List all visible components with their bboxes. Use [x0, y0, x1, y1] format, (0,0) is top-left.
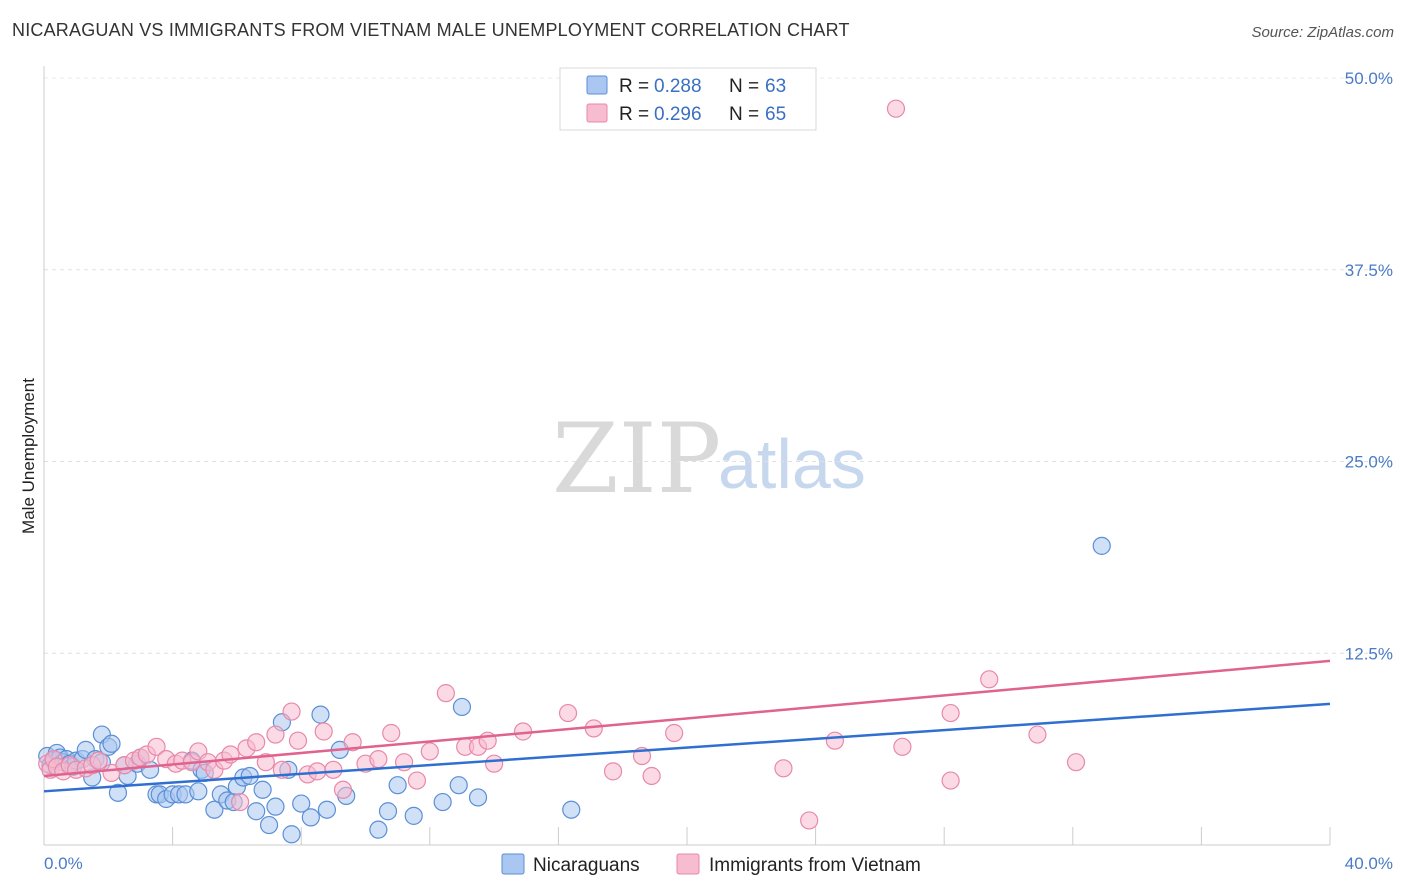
axes: [43, 66, 1331, 846]
y-tick-labels: 12.5% 25.0% 37.5% 50.0%: [1345, 69, 1393, 663]
vietnam-point-29: [266, 725, 285, 744]
vietnam-point-36: [324, 760, 343, 779]
bottom-legend-label-nicaraguans: Nicaraguans: [533, 855, 640, 876]
series-legend: Nicaraguans Immigrants from Vietnam: [501, 853, 921, 876]
x-tick-label-max: 40.0%: [1345, 854, 1393, 873]
vietnam-point-63: [941, 703, 960, 723]
nicaraguans-point-31: [189, 782, 208, 801]
legend-n-label-blue: N =: [729, 76, 759, 97]
vietnam-point-49: [485, 754, 504, 773]
nicaraguans-point-62: [562, 800, 581, 819]
correlation-legend: R = 0.288 N = 63 R = 0.296 N = 65: [559, 67, 817, 131]
vietnam-point-9: [89, 751, 108, 770]
vietnam-point-65: [1028, 725, 1047, 744]
vietnam-point-62: [941, 771, 960, 790]
vietnam-point-64: [980, 670, 999, 689]
nicaraguans-point-58: [433, 792, 452, 812]
watermark: ZIP atlas: [552, 403, 866, 515]
vietnam-point-43: [407, 771, 427, 790]
chart-source: Source: ZipAtlas.com: [1251, 24, 1394, 41]
nicaraguans-point-34: [205, 800, 224, 819]
gridlines: [44, 77, 1395, 654]
nicaraguans-point-44: [266, 797, 285, 816]
nicaraguans-point-41: [247, 802, 266, 821]
trend-lines: [43, 659, 1331, 793]
vietnam-point-40: [369, 749, 388, 769]
bottom-legend-swatch-pink: [676, 853, 700, 875]
watermark-zip: ZIP: [552, 403, 721, 515]
vietnam-trend-line: [43, 659, 1331, 778]
legend-r-value-blue: 0.288: [654, 76, 702, 97]
vietnam-point-51: [558, 703, 578, 723]
y-tick-label-1: 25.0%: [1345, 453, 1393, 472]
vietnam-point-58: [800, 811, 819, 830]
nicaraguans-point-50: [311, 705, 330, 724]
y-tick-label-0: 12.5%: [1345, 644, 1393, 663]
vietnam-point-31: [282, 702, 301, 721]
legend-n-value-blue: 63: [765, 76, 786, 97]
legend-r-label-pink: R =: [619, 104, 649, 125]
nicaraguans-point-51: [317, 800, 337, 819]
vietnam-point-38: [343, 733, 362, 752]
y-axis-title: Male Unemployment: [19, 378, 38, 534]
y-tick-label-2: 37.5%: [1345, 261, 1393, 280]
legend-swatch-pink: [586, 103, 608, 123]
series-nicaraguans-points: [38, 536, 1111, 844]
nicaraguans-point-59: [449, 776, 468, 795]
legend-swatch-blue: [586, 75, 608, 95]
legend-r-value-pink: 0.296: [654, 104, 702, 125]
nicaraguans-point-49: [301, 808, 320, 827]
nicaraguans-point-43: [259, 815, 279, 835]
nicaraguans-point-60: [452, 697, 472, 717]
x-tick-labels: 0.0% 40.0%: [44, 854, 1393, 873]
nicaraguans-point-48: [292, 794, 311, 813]
vietnam-point-59: [825, 731, 844, 750]
nicaraguans-point-18: [108, 783, 128, 802]
nicaraguans-trend-line: [43, 702, 1331, 793]
nicaraguans-point-54: [369, 820, 388, 839]
bottom-legend-label-vietnam: Immigrants from Vietnam: [709, 855, 921, 876]
nicaraguans-point-63: [1092, 536, 1111, 555]
watermark-atlas: atlas: [718, 425, 866, 503]
nicaraguans-point-17: [102, 734, 121, 753]
x-tick-label-min: 0.0%: [44, 854, 83, 873]
chart-title: NICARAGUAN VS IMMIGRANTS FROM VIETNAM MA…: [12, 20, 850, 40]
nicaraguans-point-57: [404, 806, 423, 825]
vietnam-point-44: [420, 742, 439, 761]
vietnam-point-66: [1066, 753, 1086, 772]
y-tick-label-3: 50.0%: [1345, 69, 1393, 88]
nicaraguans-point-42: [253, 780, 272, 799]
vietnam-point-37: [333, 780, 353, 799]
vietnam-point-32: [288, 731, 308, 750]
vietnam-point-60: [886, 99, 906, 118]
vietnam-point-15: [147, 737, 166, 756]
vietnam-point-28: [256, 753, 275, 772]
vietnam-point-27: [247, 733, 266, 752]
vietnam-point-45: [436, 684, 455, 703]
nicaraguans-point-61: [468, 788, 488, 807]
nicaraguans-point-56: [388, 776, 407, 795]
vietnam-point-35: [314, 722, 333, 741]
vietnam-point-41: [382, 723, 401, 743]
vietnam-point-55: [642, 766, 661, 786]
legend-n-label-pink: N =: [729, 104, 759, 125]
vietnam-point-53: [603, 762, 623, 781]
vietnam-point-25: [231, 792, 250, 812]
legend-n-value-pink: 65: [765, 104, 786, 125]
nicaraguans-point-55: [378, 802, 398, 821]
vietnam-point-61: [893, 737, 912, 756]
vietnam-point-57: [774, 759, 793, 778]
vietnam-point-56: [665, 723, 684, 743]
legend-r-label-blue: R =: [619, 76, 649, 97]
nicaraguans-point-47: [282, 825, 301, 844]
bottom-legend-swatch-blue: [501, 853, 525, 875]
